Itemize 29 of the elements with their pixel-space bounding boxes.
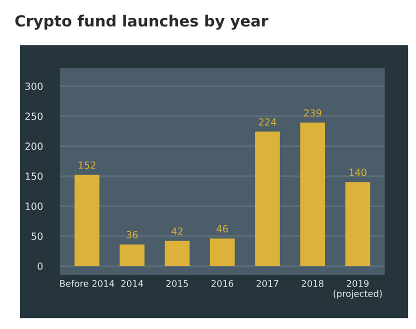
bar: [300, 122, 326, 266]
x-tick-label: 2015: [166, 280, 188, 287]
y-tick-label: 100: [26, 202, 43, 210]
x-tick-label: Before 2014: [60, 280, 114, 287]
chart-title: Crypto fund launches by year: [15, 14, 268, 30]
bar: [345, 182, 370, 266]
x-tick-label: 2014: [121, 280, 144, 287]
y-tick-label: 250: [25, 112, 43, 120]
bar: [120, 244, 145, 266]
x-tick-label: 2017: [256, 280, 278, 287]
data-label: 152: [78, 161, 96, 169]
x-tick-label: 2016: [212, 280, 234, 287]
y-tick-label: 300: [25, 82, 43, 90]
bar: [164, 240, 190, 266]
data-label: 42: [172, 227, 182, 235]
x-tick-label: 2019 (projected): [334, 280, 382, 299]
data-label: 224: [258, 118, 276, 126]
bar: [255, 132, 280, 266]
data-label: 140: [350, 168, 366, 176]
data-label: 46: [216, 225, 228, 232]
bar: [74, 174, 100, 266]
y-tick-label: 0: [38, 262, 43, 270]
x-tick-label: 2018: [302, 280, 324, 287]
y-tick-label: 50: [32, 232, 43, 240]
data-label: 36: [126, 231, 138, 238]
data-label: 239: [304, 109, 322, 117]
y-tick-label: 150: [26, 172, 43, 180]
bar: [210, 238, 235, 266]
y-tick-label: 200: [25, 142, 43, 150]
